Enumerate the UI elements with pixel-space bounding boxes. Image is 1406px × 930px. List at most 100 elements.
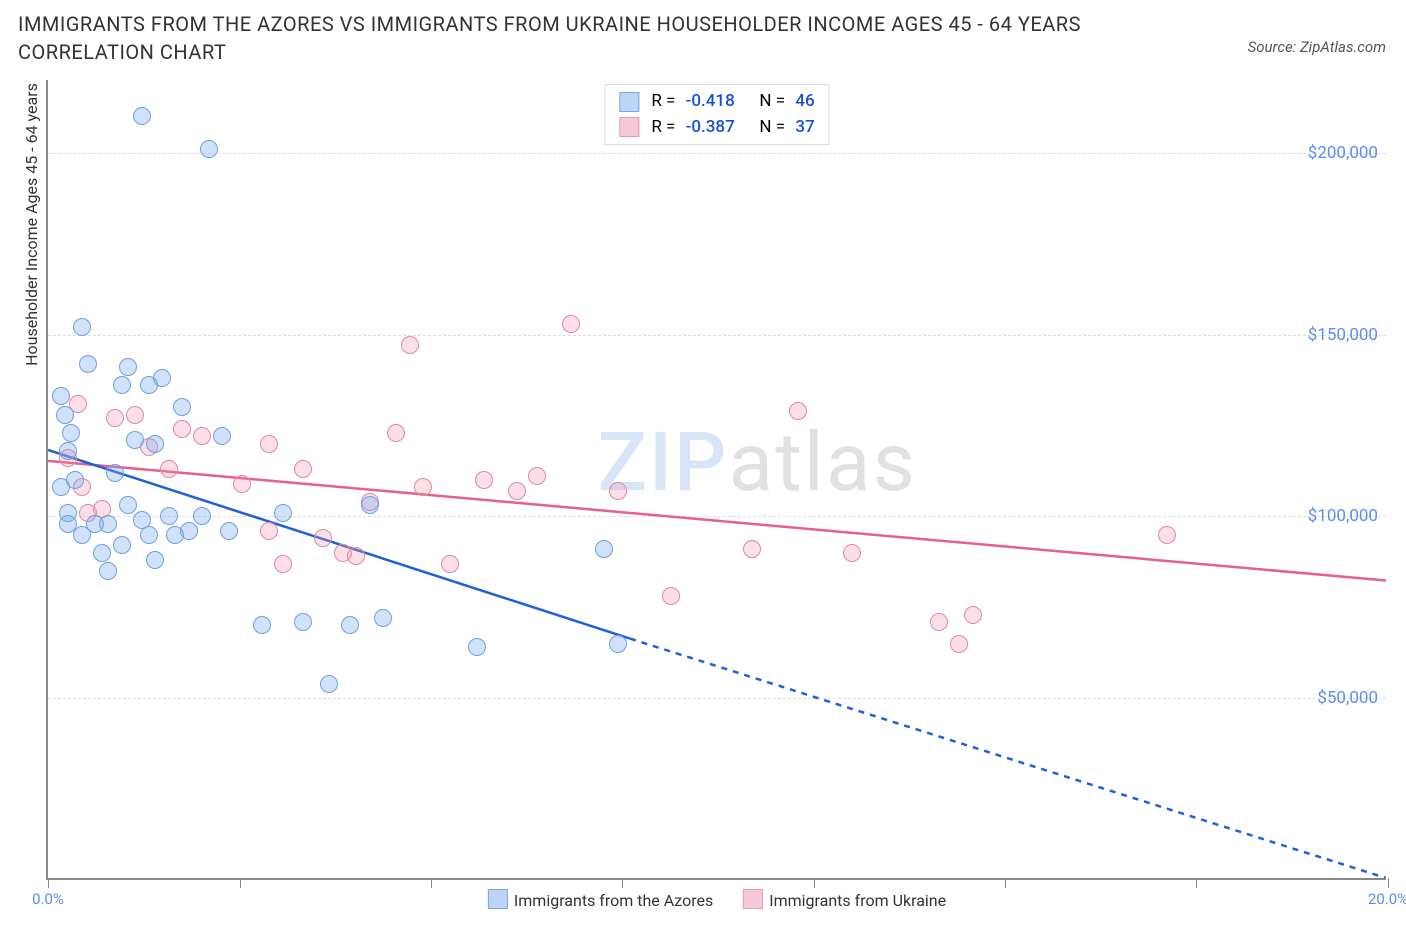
- point-ukraine: [160, 460, 178, 478]
- point-ukraine: [562, 315, 580, 333]
- point-azores: [106, 464, 124, 482]
- gridline: [48, 153, 1386, 154]
- point-ukraine: [274, 555, 292, 573]
- x-tick: [240, 878, 241, 888]
- y-tick-label: $100,000: [1308, 506, 1378, 526]
- point-azores: [73, 318, 91, 336]
- point-azores: [595, 540, 613, 558]
- point-ukraine: [173, 420, 191, 438]
- gridline: [48, 516, 1386, 517]
- x-tick-label: 0.0%: [32, 890, 64, 908]
- swatch-ukraine: [619, 117, 639, 137]
- point-ukraine: [347, 547, 365, 565]
- point-azores: [133, 107, 151, 125]
- r-value-ukraine: -0.387: [686, 115, 735, 141]
- point-azores: [374, 609, 392, 627]
- point-ukraine: [414, 478, 432, 496]
- swatch-azores: [619, 92, 639, 112]
- point-azores: [79, 355, 97, 373]
- y-tick-label: $150,000: [1308, 325, 1378, 345]
- point-azores: [253, 616, 271, 634]
- point-ukraine: [387, 424, 405, 442]
- x-tick: [431, 878, 432, 888]
- point-ukraine: [260, 522, 278, 540]
- point-azores: [93, 544, 111, 562]
- point-azores: [173, 398, 191, 416]
- x-tick: [48, 878, 49, 888]
- point-azores: [341, 616, 359, 634]
- point-azores: [153, 369, 171, 387]
- point-azores: [99, 562, 117, 580]
- y-tick-label: $50,000: [1317, 688, 1378, 708]
- x-tick-label: 20.0%: [1368, 890, 1406, 908]
- plot-area: Householder Income Ages 45 - 64 years $5…: [46, 80, 1386, 880]
- point-ukraine: [233, 475, 251, 493]
- point-ukraine: [1158, 526, 1176, 544]
- point-azores: [193, 507, 211, 525]
- point-azores: [113, 536, 131, 554]
- point-ukraine: [950, 635, 968, 653]
- point-azores: [52, 387, 70, 405]
- r-value-azores: -0.418: [686, 89, 735, 115]
- point-ukraine: [508, 482, 526, 500]
- point-azores: [113, 376, 131, 394]
- point-azores: [66, 471, 84, 489]
- point-azores: [213, 427, 231, 445]
- gridline: [48, 698, 1386, 699]
- point-azores: [220, 522, 238, 540]
- point-ukraine: [441, 555, 459, 573]
- watermark-atlas: atlas: [728, 415, 916, 511]
- point-ukraine: [843, 544, 861, 562]
- point-azores: [119, 496, 137, 514]
- point-azores: [274, 504, 292, 522]
- point-ukraine: [743, 540, 761, 558]
- point-azores: [294, 613, 312, 631]
- legend-row-azores: R = -0.418 N = 46: [619, 89, 814, 115]
- point-azores: [59, 442, 77, 460]
- point-azores: [320, 675, 338, 693]
- legend-item-azores: Immigrants from the Azores: [488, 889, 713, 910]
- legend-label-azores: Immigrants from the Azores: [514, 891, 713, 910]
- point-azores: [609, 635, 627, 653]
- point-azores: [146, 551, 164, 569]
- point-azores: [361, 496, 379, 514]
- n-label: N =: [759, 89, 789, 115]
- n-label: N =: [759, 115, 789, 141]
- legend-label-ukraine: Immigrants from Ukraine: [769, 891, 946, 910]
- x-tick: [1005, 878, 1006, 888]
- chart-title: IMMIGRANTS FROM THE AZORES VS IMMIGRANTS…: [18, 10, 1106, 66]
- correlation-legend: R = -0.418 N = 46 R = -0.387 N = 37: [604, 84, 829, 145]
- point-azores: [468, 638, 486, 656]
- point-azores: [99, 515, 117, 533]
- x-tick: [1388, 878, 1389, 888]
- r-label: R =: [651, 115, 679, 141]
- swatch-ukraine-icon: [743, 889, 763, 909]
- gridline: [48, 335, 1386, 336]
- series-legend: Immigrants from the Azores Immigrants fr…: [488, 889, 946, 910]
- point-ukraine: [789, 402, 807, 420]
- point-azores: [146, 435, 164, 453]
- point-ukraine: [930, 613, 948, 631]
- point-azores: [126, 431, 144, 449]
- point-ukraine: [964, 606, 982, 624]
- swatch-azores-icon: [488, 889, 508, 909]
- source-label: Source: ZipAtlas.com: [1248, 38, 1386, 56]
- point-ukraine: [106, 409, 124, 427]
- point-ukraine: [294, 460, 312, 478]
- point-azores: [160, 507, 178, 525]
- point-ukraine: [528, 467, 546, 485]
- point-ukraine: [314, 529, 332, 547]
- point-ukraine: [609, 482, 627, 500]
- point-ukraine: [662, 587, 680, 605]
- y-axis-title: Householder Income Ages 45 - 64 years: [22, 83, 41, 366]
- point-azores: [200, 140, 218, 158]
- x-tick: [1196, 878, 1197, 888]
- x-tick: [814, 878, 815, 888]
- point-ukraine: [193, 427, 211, 445]
- legend-row-ukraine: R = -0.387 N = 37: [619, 115, 814, 141]
- point-azores: [56, 406, 74, 424]
- x-tick: [622, 878, 623, 888]
- legend-item-ukraine: Immigrants from Ukraine: [743, 889, 946, 910]
- point-ukraine: [401, 336, 419, 354]
- point-ukraine: [260, 435, 278, 453]
